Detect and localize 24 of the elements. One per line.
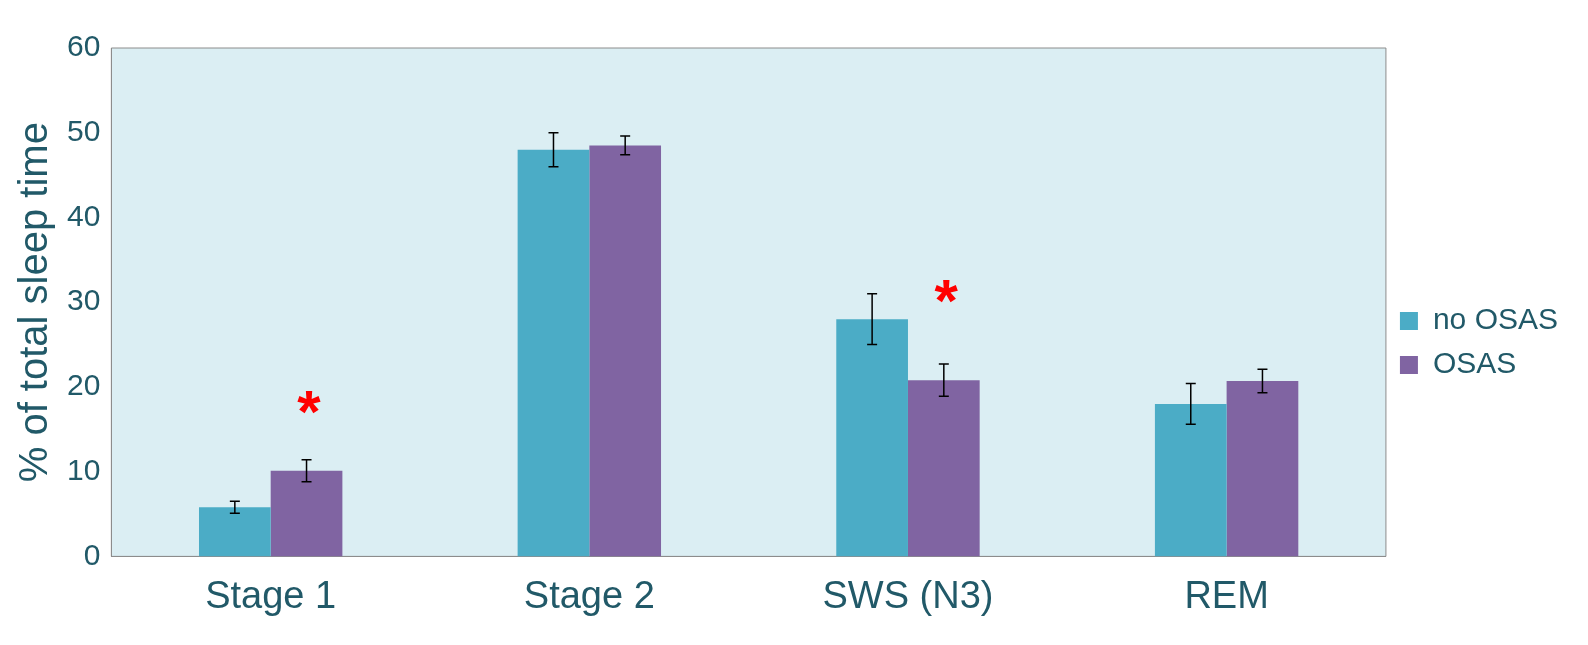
bar bbox=[1226, 381, 1299, 557]
y-tick-label: 10 bbox=[66, 452, 101, 486]
bar bbox=[589, 145, 662, 557]
x-tick-label: REM bbox=[1184, 573, 1269, 616]
annotation: * bbox=[934, 266, 959, 334]
y-axis-title: % of total sleep time bbox=[11, 122, 56, 483]
y-tick-label: 30 bbox=[66, 283, 101, 317]
y-tick-label: 0 bbox=[83, 537, 101, 571]
y-tick-label: 60 bbox=[66, 29, 101, 63]
y-tick-label: 20 bbox=[66, 368, 101, 402]
y-tick-label: 40 bbox=[66, 198, 101, 232]
legend-label: OSAS bbox=[1432, 346, 1517, 380]
annotation: * bbox=[297, 378, 322, 446]
bar bbox=[907, 380, 980, 557]
x-tick-label: SWS (N3) bbox=[822, 573, 994, 616]
bar bbox=[199, 507, 271, 557]
x-tick-label: Stage 1 bbox=[205, 573, 337, 616]
bar bbox=[836, 319, 908, 557]
bar bbox=[270, 470, 343, 557]
y-tick-label: 50 bbox=[66, 114, 101, 147]
bar bbox=[517, 149, 590, 557]
bar bbox=[1154, 403, 1227, 557]
x-tick-label: Stage 2 bbox=[523, 573, 655, 616]
legend-label: no OSAS bbox=[1432, 302, 1559, 336]
